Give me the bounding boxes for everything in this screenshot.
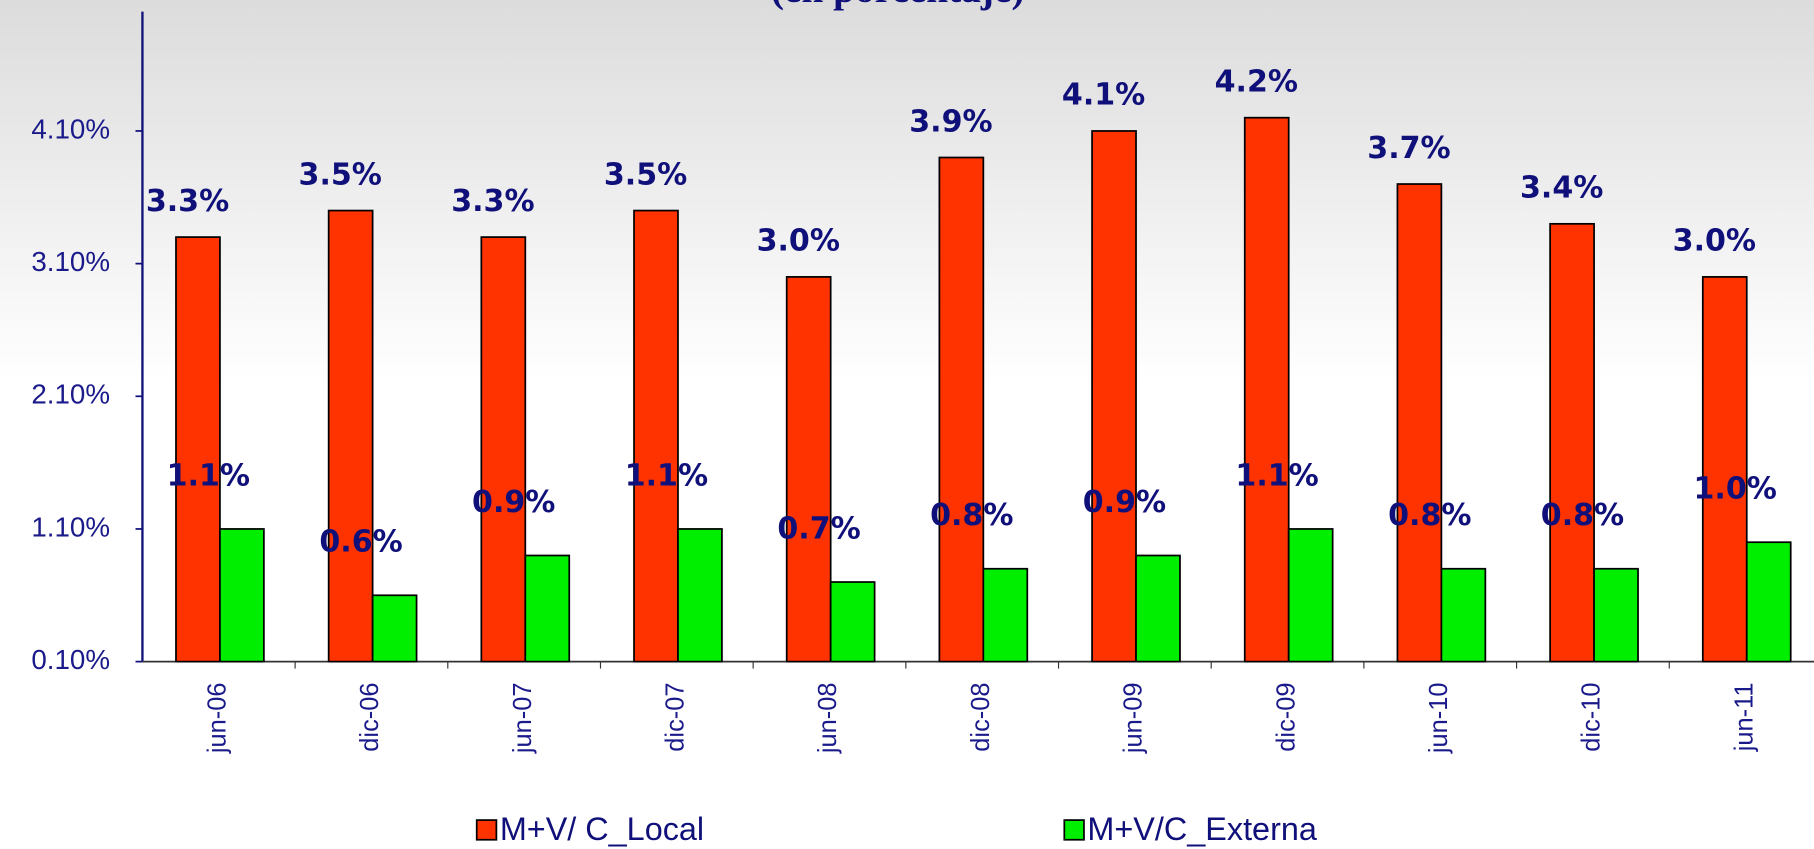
value-label: 0.6% xyxy=(319,525,402,560)
value-label: 1.1% xyxy=(625,458,708,493)
bar xyxy=(1549,222,1595,663)
value-label: 1.1% xyxy=(167,458,250,493)
y-tick-label: 1.10% xyxy=(31,511,110,542)
y-tick-label: 2.10% xyxy=(31,379,110,410)
x-tick-label: dic-09 xyxy=(1272,682,1300,751)
value-label: 3.0% xyxy=(757,224,840,259)
value-label: 1.1% xyxy=(1235,458,1318,493)
legend-swatch xyxy=(1063,819,1085,841)
bar xyxy=(327,209,374,663)
value-label: 0.9% xyxy=(1083,485,1166,520)
bar xyxy=(829,581,876,663)
bar xyxy=(524,554,571,663)
value-label: 0.8% xyxy=(1541,498,1624,533)
bar xyxy=(785,276,832,663)
value-label: 3.3% xyxy=(146,184,229,219)
bar xyxy=(1135,554,1181,663)
legend-swatch xyxy=(475,819,498,841)
bar xyxy=(1287,528,1334,663)
value-label: 0.8% xyxy=(930,498,1013,533)
x-tick-label: dic-10 xyxy=(1578,682,1606,751)
value-label: 0.8% xyxy=(1388,498,1471,533)
bar xyxy=(938,156,985,663)
bar xyxy=(175,236,221,663)
y-tick-label: 3.10% xyxy=(31,246,110,277)
bar xyxy=(633,209,679,663)
y-tick-label: 4.10% xyxy=(31,113,110,144)
x-tick-label: dic-08 xyxy=(967,682,995,751)
bar xyxy=(1440,567,1487,663)
bar xyxy=(1745,541,1792,663)
bar xyxy=(1243,116,1290,663)
bar xyxy=(1091,130,1137,663)
bar xyxy=(1701,276,1748,663)
bar xyxy=(371,594,418,663)
bar xyxy=(1396,183,1443,663)
x-tick-label: jun-11 xyxy=(1730,682,1758,752)
x-tick-label: jun-09 xyxy=(1120,682,1148,754)
value-label: 3.0% xyxy=(1673,224,1756,259)
bar xyxy=(1593,567,1639,663)
y-tick-label: 0.10% xyxy=(31,644,110,675)
x-tick-label: dic-07 xyxy=(662,682,690,751)
value-label: 3.5% xyxy=(299,157,382,192)
value-label: 4.1% xyxy=(1062,78,1145,113)
bar xyxy=(982,567,1029,663)
x-tick-label: jun-10 xyxy=(1425,682,1453,754)
x-tick-label: jun-08 xyxy=(814,682,842,754)
value-label: 3.5% xyxy=(604,157,687,192)
bar xyxy=(219,528,265,663)
chart-title: (en porcentaje) xyxy=(771,0,1025,11)
legend-label: M+V/ C_Local xyxy=(500,811,704,847)
value-label: 3.3% xyxy=(451,184,534,219)
bar xyxy=(480,236,527,663)
value-label: 3.9% xyxy=(909,104,992,139)
value-label: 3.4% xyxy=(1520,171,1603,206)
value-label: 1.0% xyxy=(1693,472,1776,507)
value-label: 4.2% xyxy=(1215,64,1298,99)
x-tick-label: jun-06 xyxy=(203,682,231,754)
value-label: 0.7% xyxy=(777,511,860,546)
legend-label: M+V/C_Externa xyxy=(1087,811,1316,847)
x-tick-label: jun-07 xyxy=(509,682,537,754)
bar xyxy=(677,528,723,663)
x-tick-label: dic-06 xyxy=(356,682,384,751)
value-label: 0.9% xyxy=(472,485,555,520)
value-label: 3.7% xyxy=(1367,131,1450,166)
